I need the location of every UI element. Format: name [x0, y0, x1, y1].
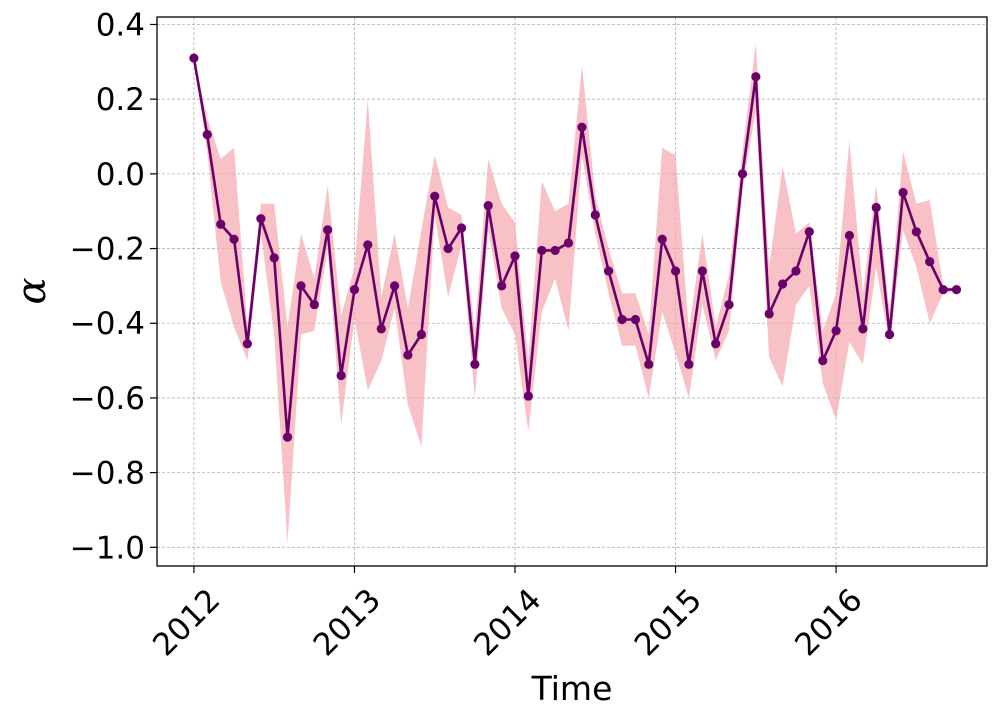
data-point [670, 266, 681, 276]
data-point [470, 359, 480, 369]
data-point [309, 299, 319, 310]
data-point [724, 299, 734, 310]
data-point [778, 279, 788, 289]
x-tick-label: 2015 [628, 582, 709, 663]
x-tick-label: 2013 [307, 582, 388, 663]
data-point [202, 130, 212, 140]
data-point [884, 329, 895, 340]
data-point [684, 359, 694, 369]
data-point [617, 314, 627, 325]
y-tick-label: −0.6 [70, 381, 145, 417]
x-tick-label: 2016 [788, 582, 869, 663]
data-point [242, 339, 252, 349]
data-point [938, 285, 948, 295]
x-tick-label: 2012 [146, 582, 227, 663]
data-point [911, 227, 921, 237]
data-point [323, 225, 333, 235]
data-point [390, 281, 400, 291]
y-axis-title: α [9, 277, 55, 304]
data-point [925, 257, 935, 267]
y-tick-label: −0.2 [70, 232, 145, 268]
data-point [831, 326, 841, 336]
data-point [256, 214, 266, 224]
y-axis-ticks: 0.4 0.2 0.0 −0.2 −0.4 −0.6 −0.8 −1.0 [70, 7, 157, 566]
plot-frame [156, 16, 988, 567]
x-axis-title: Time [531, 669, 613, 708]
data-point [871, 202, 881, 213]
data-point [550, 245, 560, 256]
data-point [737, 169, 748, 179]
data-point [296, 281, 306, 291]
data-point [630, 314, 641, 325]
data-point [711, 339, 721, 349]
data-point [644, 359, 654, 369]
data-point [898, 187, 908, 198]
data-point [376, 324, 386, 334]
data-point [751, 72, 761, 82]
data-point [269, 253, 279, 263]
data-point [791, 266, 801, 276]
y-tick-label: 0.4 [96, 7, 145, 43]
data-point [523, 391, 533, 401]
y-tick-label: −0.4 [70, 306, 145, 342]
data-point [563, 238, 574, 248]
data-point [537, 245, 547, 256]
data-point [456, 223, 467, 233]
data-point [282, 432, 293, 442]
data-point [443, 243, 453, 254]
data-point [577, 122, 587, 132]
x-tick-label: 2014 [467, 582, 548, 663]
data-point [229, 234, 239, 244]
data-point [510, 251, 520, 261]
y-tick-label: 0.0 [96, 157, 145, 193]
data-point [363, 240, 373, 250]
data-point [764, 309, 774, 319]
y-tick-label: −1.0 [70, 530, 145, 566]
confidence-band [193, 43, 957, 544]
data-point [818, 355, 828, 366]
data-point [858, 324, 868, 334]
data-point [336, 370, 346, 381]
data-point [483, 201, 493, 211]
data-points [189, 53, 962, 442]
data-point [657, 234, 667, 244]
data-point [189, 53, 199, 63]
x-axis-ticks: 2012 2013 2014 2015 2016 [146, 566, 870, 663]
data-point [497, 281, 507, 291]
y-tick-label: 0.2 [96, 82, 145, 118]
data-point [349, 285, 360, 295]
series-line [192, 57, 957, 438]
data-point [416, 329, 427, 340]
data-point [403, 350, 413, 360]
data-point [216, 219, 226, 229]
data-point [951, 285, 962, 295]
data-point [430, 191, 440, 201]
data-point [697, 266, 707, 276]
data-point [604, 266, 614, 276]
data-point [844, 230, 855, 241]
data-point [590, 210, 600, 220]
data-point [804, 227, 814, 237]
y-tick-label: −0.8 [70, 456, 145, 492]
